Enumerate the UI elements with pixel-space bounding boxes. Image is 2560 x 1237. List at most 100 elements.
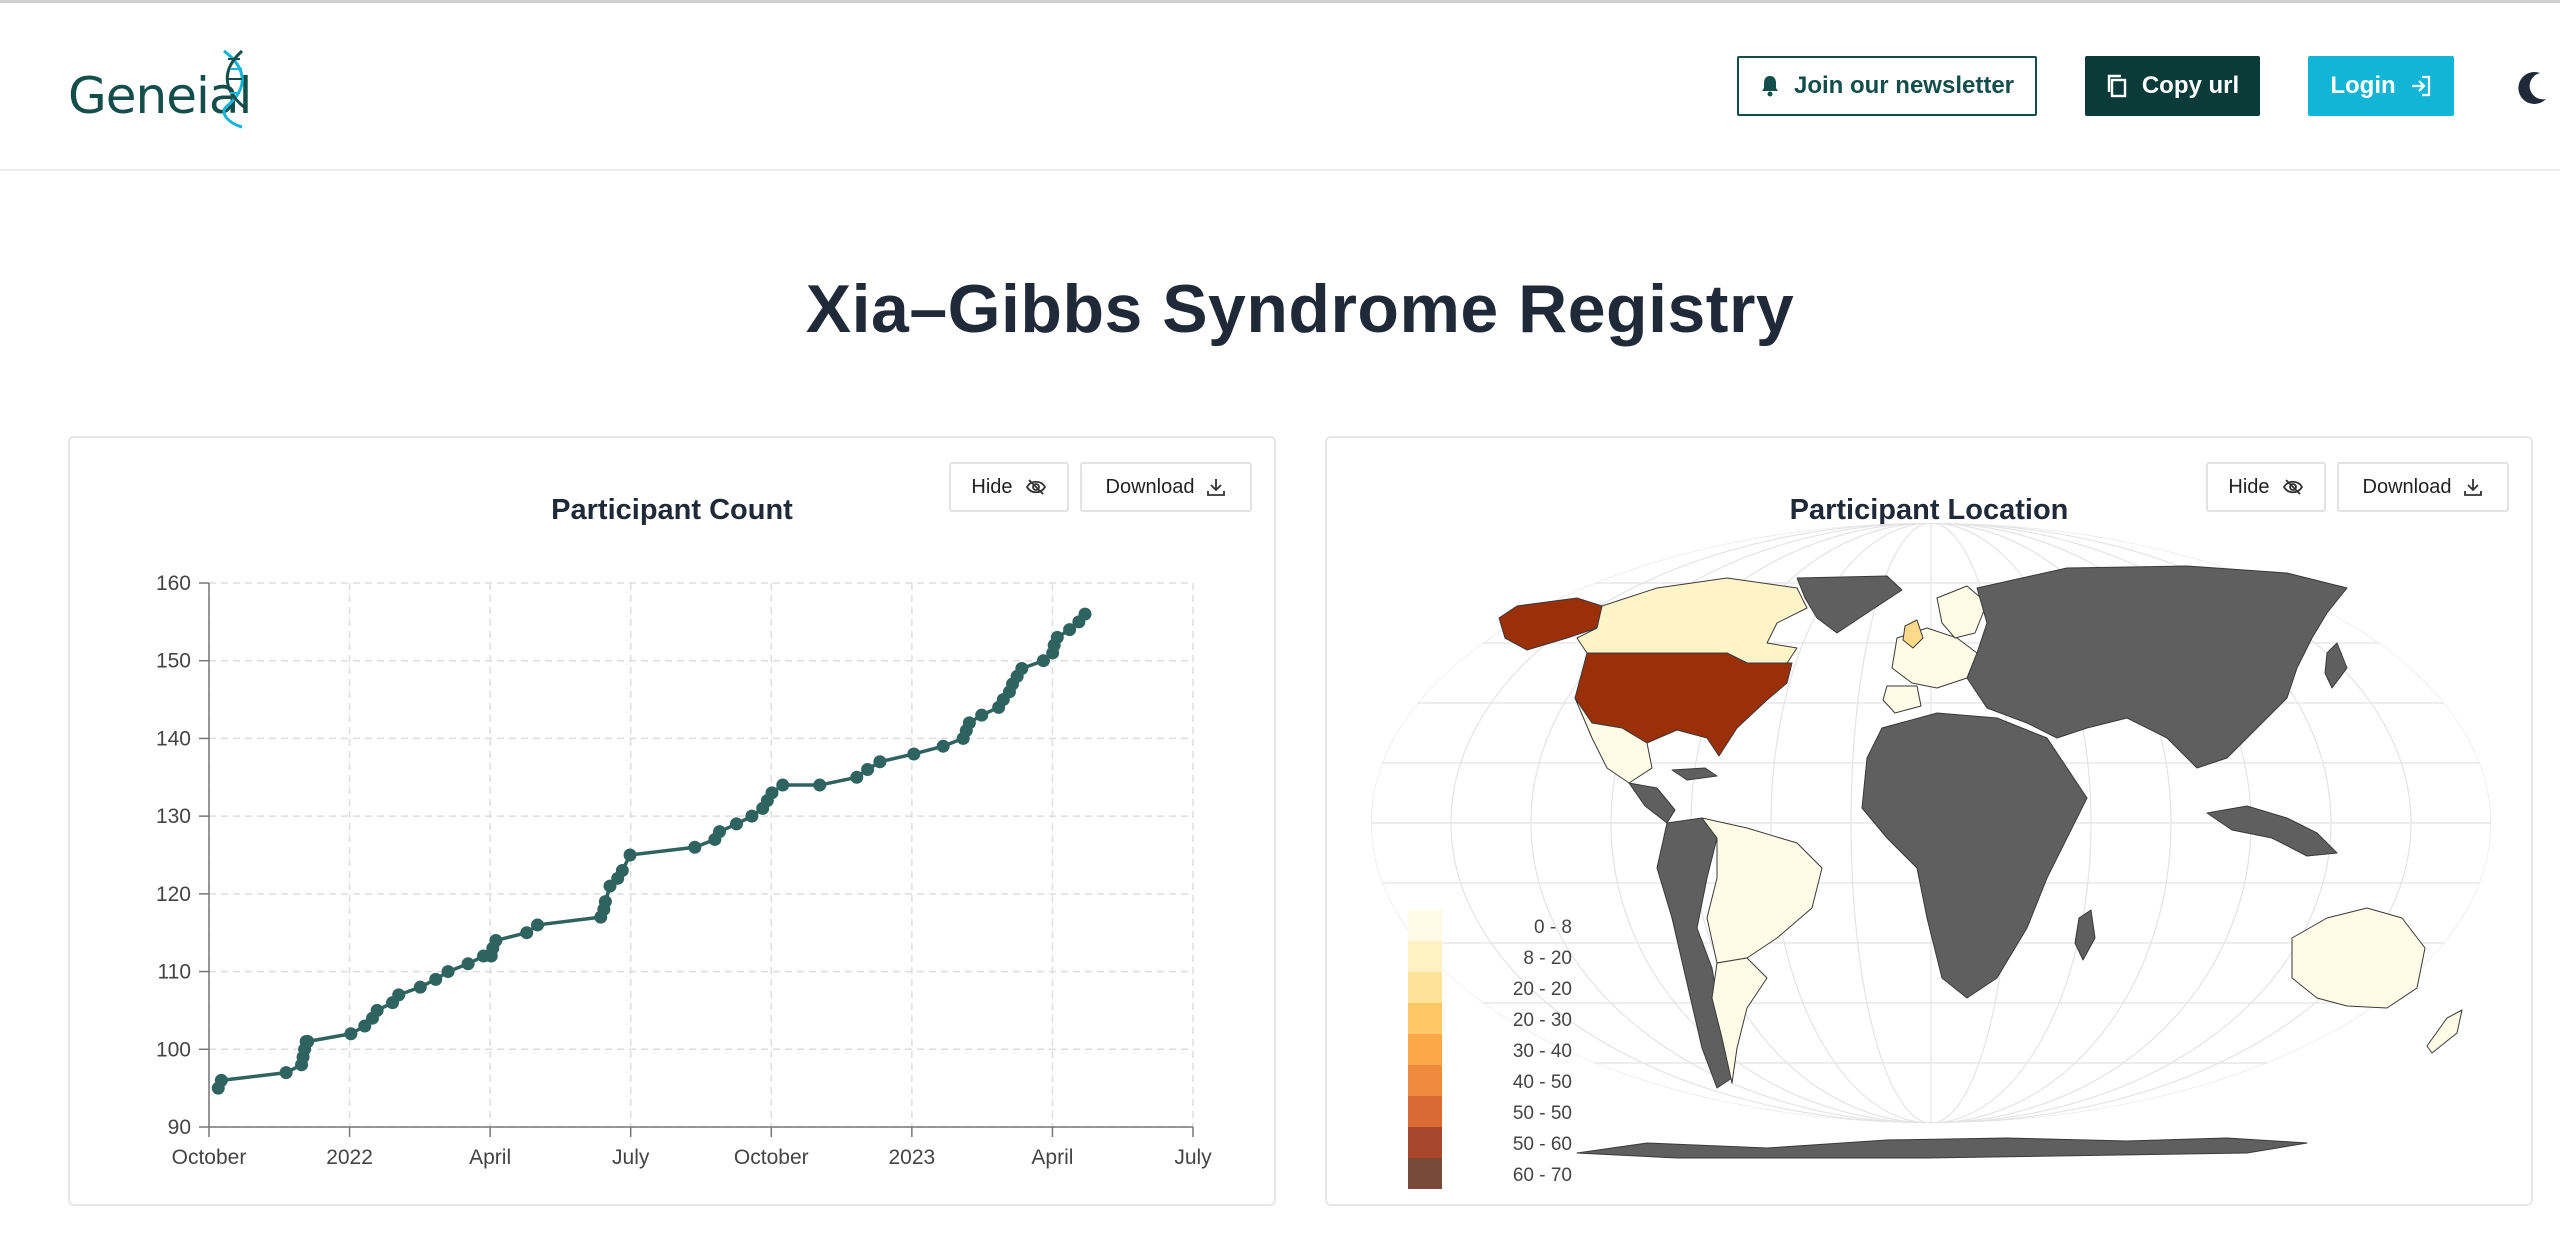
data-point[interactable] <box>936 739 950 753</box>
data-point[interactable] <box>873 755 887 769</box>
data-point[interactable] <box>413 980 427 994</box>
data-point[interactable] <box>861 763 875 777</box>
login-button[interactable]: Login <box>2308 56 2454 116</box>
data-point[interactable] <box>531 918 545 932</box>
download-location-map-button[interactable]: Download <box>2337 462 2509 512</box>
y-tick-label: 140 <box>156 727 191 750</box>
eye-off-icon <box>2282 479 2303 495</box>
data-point[interactable] <box>301 1035 315 1049</box>
region-scandinavia[interactable] <box>1936 585 1988 639</box>
data-point[interactable] <box>975 708 989 722</box>
region-africa[interactable] <box>1861 712 2088 999</box>
legend-swatch <box>1408 972 1442 1003</box>
data-point[interactable] <box>623 848 637 862</box>
x-tick-label: April <box>469 1146 511 1169</box>
y-tick-label: 120 <box>156 883 191 906</box>
location-map-title: Participant Location <box>1789 494 2069 526</box>
region-antarctica[interactable] <box>1576 1137 2308 1159</box>
data-point[interactable] <box>745 809 759 823</box>
region-mexico[interactable] <box>1574 697 1653 784</box>
x-tick-label: October <box>172 1146 247 1169</box>
region-argentina[interactable] <box>1711 957 1768 1084</box>
download-count-chart-button[interactable]: Download <box>1080 462 1252 512</box>
data-point[interactable] <box>370 1003 384 1017</box>
legend-label: 60 - 70 <box>1513 1165 1572 1186</box>
legend-swatch <box>1408 941 1442 972</box>
region-japan[interactable] <box>2324 642 2348 689</box>
data-point[interactable] <box>429 972 443 986</box>
data-point[interactable] <box>392 988 406 1002</box>
geneial-logo[interactable]: Geneial <box>68 49 268 129</box>
data-point[interactable] <box>765 786 779 800</box>
data-point[interactable] <box>729 817 743 831</box>
legend-label: 50 - 60 <box>1513 1134 1572 1155</box>
x-tick-label: April <box>1031 1146 1073 1169</box>
x-tick-label: October <box>734 1146 809 1169</box>
region-indonesia[interactable] <box>2206 805 2338 857</box>
legend-swatch <box>1408 1034 1442 1065</box>
data-point[interactable] <box>1078 607 1092 621</box>
legend-label: 0 - 8 <box>1534 917 1572 938</box>
region-madagascar[interactable] <box>2074 909 2096 961</box>
newsletter-label: Join our newsletter <box>1793 72 2015 99</box>
data-point[interactable] <box>489 933 503 947</box>
data-point[interactable] <box>520 926 534 940</box>
legend-swatch <box>1408 1127 1442 1158</box>
data-point[interactable] <box>1015 661 1029 675</box>
eye-off-icon <box>1025 479 1046 495</box>
map-legend: 0 - 8 8 - 20 20 - 20 20 - 30 30 - 40 40 - 50 5… <box>1408 910 1572 1189</box>
region-united-kingdom[interactable] <box>1902 619 1924 649</box>
hide-location-map-button[interactable]: Hide <box>2206 462 2326 512</box>
login-label: Login <box>2330 72 2396 99</box>
hide-label: Hide <box>2228 475 2270 498</box>
data-point[interactable] <box>279 1066 293 1080</box>
data-point[interactable] <box>962 716 976 730</box>
data-point[interactable] <box>214 1073 228 1087</box>
legend-label: 40 - 50 <box>1513 1072 1572 1093</box>
copy-icon <box>2107 74 2127 98</box>
data-point[interactable] <box>907 747 921 761</box>
data-point[interactable] <box>598 895 612 909</box>
data-point[interactable] <box>776 778 790 792</box>
participant-location-card: Hide Download Participant Location <box>1325 436 2533 1206</box>
data-point[interactable] <box>688 840 702 854</box>
data-point[interactable] <box>1063 623 1077 637</box>
region-canada[interactable] <box>1576 577 1808 664</box>
region-greenland[interactable] <box>1796 575 1903 634</box>
region-australia[interactable] <box>2291 907 2426 1009</box>
legend-swatch <box>1408 910 1442 941</box>
x-tick-label: July <box>612 1146 650 1169</box>
copy-url-label: Copy url <box>2141 72 2240 99</box>
data-point[interactable] <box>461 957 475 971</box>
data-point[interactable] <box>441 965 455 979</box>
copy-url-button[interactable]: Copy url <box>2085 56 2260 116</box>
count-chart-title: Participant Count <box>551 494 793 526</box>
dna-helix-icon <box>222 49 245 129</box>
hide-count-chart-button[interactable]: Hide <box>949 462 1069 512</box>
legend-label: 20 - 20 <box>1513 979 1572 1000</box>
page-title: Xia–Gibbs Syndrome Registry <box>805 271 1795 347</box>
series-line <box>216 612 1087 1089</box>
y-tick-label: 130 <box>156 805 191 828</box>
data-point[interactable] <box>1036 654 1050 668</box>
newsletter-button[interactable]: Join our newsletter <box>1737 56 2037 116</box>
data-point[interactable] <box>850 770 864 784</box>
hide-label: Hide <box>971 475 1013 498</box>
region-asia[interactable] <box>1966 565 2348 769</box>
region-central-america[interactable] <box>1628 782 1676 824</box>
region-alaska[interactable] <box>1498 597 1603 651</box>
region-brazil[interactable] <box>1701 817 1823 964</box>
data-point[interactable] <box>344 1027 358 1041</box>
data-point[interactable] <box>713 825 727 839</box>
data-point[interactable] <box>1050 630 1064 644</box>
participant-location-map: 0 - 8 8 - 20 20 - 20 20 - 30 30 - 40 40 - 50 5… <box>1371 523 2491 1189</box>
data-point[interactable] <box>813 778 827 792</box>
region-caribbean[interactable] <box>1671 767 1718 781</box>
region-iberia[interactable] <box>1882 685 1922 714</box>
dark-mode-moon-icon[interactable] <box>2510 69 2550 109</box>
data-point[interactable] <box>615 864 629 878</box>
y-tick-label: 150 <box>156 650 191 673</box>
legend-label: 8 - 20 <box>1523 948 1572 969</box>
region-new-zealand[interactable] <box>2426 1009 2463 1054</box>
login-icon <box>2411 75 2430 97</box>
